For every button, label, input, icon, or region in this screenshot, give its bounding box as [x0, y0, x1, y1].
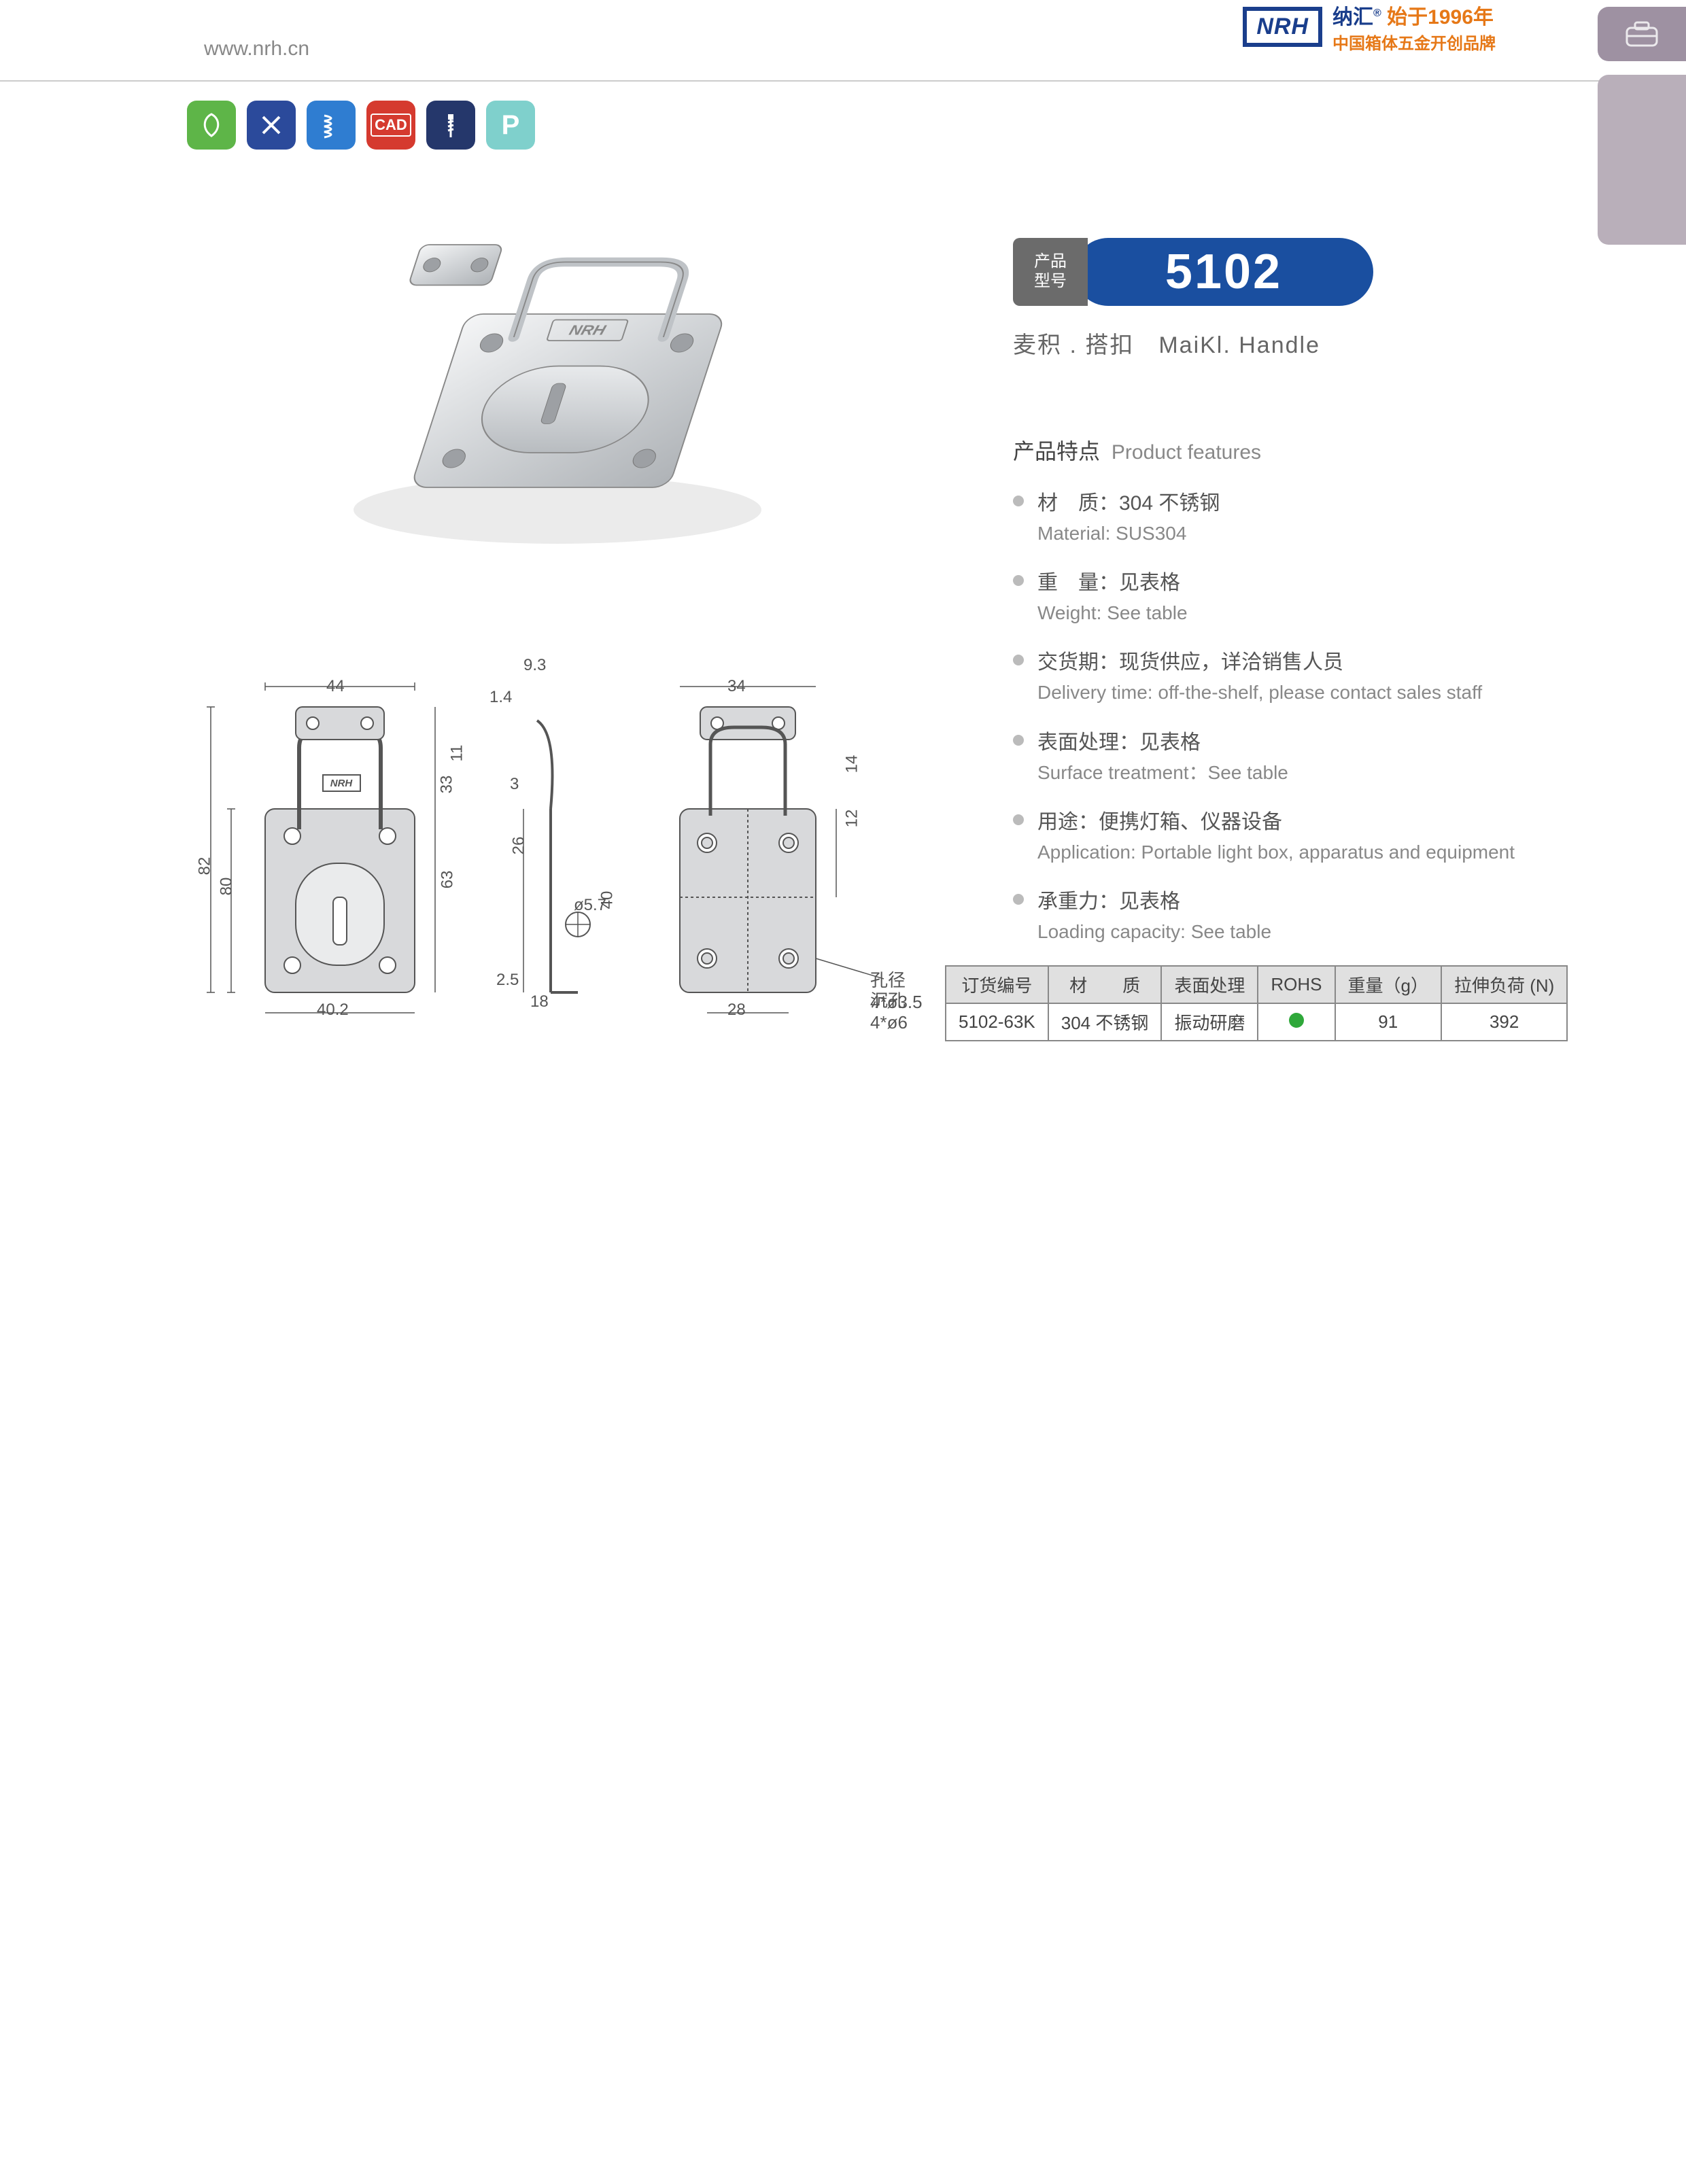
- dim-18: 18: [530, 992, 549, 1011]
- cell-surface: 振动研磨: [1161, 1003, 1258, 1041]
- dim-26: 26: [509, 837, 528, 855]
- screw-icon[interactable]: [426, 101, 475, 150]
- dim-11: 11: [447, 745, 466, 762]
- feature-item: 交货期：现货供应，详洽销售人员 Delivery time: off-the-s…: [1013, 645, 1530, 706]
- feature-cn: 承重力：见表格: [1037, 884, 1530, 914]
- feature-icon-row: CAD P: [187, 101, 535, 150]
- table-header: 重量（g）: [1335, 966, 1441, 1003]
- feature-item: 承重力：见表格 Loading capacity: See table: [1013, 884, 1530, 945]
- brand-tagline: 中国箱体五金开创品牌: [1332, 30, 1496, 54]
- logo-icon: NRH: [1243, 7, 1322, 47]
- side-tab-1[interactable]: [1598, 7, 1686, 61]
- dim-93: 9.3: [523, 656, 546, 675]
- side-tabs: [1598, 7, 1686, 258]
- dim-3: 3: [510, 775, 519, 794]
- dim-402: 40.2: [317, 1001, 349, 1020]
- feature-cn: 重 量：见表格: [1037, 566, 1530, 595]
- feature-list: 材 质：304 不锈钢 Material: SUS304 重 量：见表格 Weig…: [1013, 486, 1530, 945]
- cell-load: 392: [1441, 1003, 1567, 1041]
- dim-80: 80: [217, 878, 236, 896]
- dim-57: ø5.7: [574, 896, 606, 915]
- model-row: 产品 型号 5102: [1013, 238, 1530, 306]
- dim-14: 1.4: [489, 688, 512, 707]
- feature-item: 材 质：304 不锈钢 Material: SUS304: [1013, 486, 1530, 547]
- svg-text:NRH: NRH: [330, 778, 354, 789]
- feature-item: 用途：便携灯箱、仪器设备 Application: Portable light…: [1013, 805, 1530, 865]
- dim-12: 12: [842, 810, 861, 828]
- p-icon[interactable]: P: [486, 101, 535, 150]
- feature-item: 表面处理：见表格 Surface treatment：See table: [1013, 725, 1530, 786]
- feature-item: 重 量：见表格 Weight: See table: [1013, 566, 1530, 626]
- model-number: 5102: [1074, 238, 1373, 306]
- eco-icon[interactable]: [187, 101, 236, 150]
- cell-material: 304 不锈钢: [1048, 1003, 1162, 1041]
- features-title: 产品特点 Product features: [1013, 434, 1530, 466]
- svg-text:NRH: NRH: [567, 322, 608, 338]
- dim-63: 63: [438, 871, 457, 889]
- dim-44: 44: [326, 677, 345, 696]
- dim-82: 82: [195, 857, 214, 876]
- cell-weight: 91: [1335, 1003, 1441, 1041]
- feature-en: Loading capacity: See table: [1037, 918, 1530, 945]
- feature-en: Material: SUS304: [1037, 520, 1530, 547]
- feature-en: Application: Portable light box, apparat…: [1037, 839, 1530, 865]
- feature-cn: 材 质：304 不锈钢: [1037, 486, 1530, 516]
- spec-table: 订货编号材 质表面处理ROHS重量（g）拉伸负荷 (N) 5102-63K 30…: [945, 965, 1568, 1041]
- feature-cn: 用途：便携灯箱、仪器设备: [1037, 805, 1530, 835]
- table-header: 材 质: [1048, 966, 1162, 1003]
- table-header: 订货编号: [946, 966, 1048, 1003]
- hole-note-2: 沉孔 4*ø6: [870, 987, 938, 1033]
- feature-cn: 交货期：现货供应，详洽销售人员: [1037, 645, 1530, 675]
- product-photo: NRH: [258, 204, 816, 585]
- feature-en: Weight: See table: [1037, 600, 1530, 626]
- feature-en: Surface treatment：See table: [1037, 759, 1530, 786]
- logo-block: NRH 纳汇® 始于1996年 中国箱体五金开创品牌: [1243, 0, 1496, 54]
- model-tag: 产品 型号: [1013, 238, 1088, 306]
- tools-icon[interactable]: [247, 101, 296, 150]
- model-subtitle: 麦积 . 搭扣 MaiKl. Handle: [1013, 326, 1530, 360]
- table-header: 拉伸负荷 (N): [1441, 966, 1567, 1003]
- dim-33: 33: [437, 776, 456, 794]
- dim-34: 34: [727, 677, 746, 696]
- table-header: ROHS: [1258, 966, 1335, 1003]
- page-header: www.nrh.cn NRH 纳汇® 始于1996年 中国箱体五金开创品牌: [0, 0, 1686, 82]
- feature-cn: 表面处理：见表格: [1037, 725, 1530, 755]
- dim-25: 2.5: [496, 971, 519, 990]
- cad-icon[interactable]: CAD: [366, 101, 415, 150]
- feature-en: Delivery time: off-the-shelf, please con…: [1037, 679, 1530, 706]
- table-header: 表面处理: [1161, 966, 1258, 1003]
- cell-code: 5102-63K: [946, 1003, 1048, 1041]
- technical-drawing: NRH: [190, 653, 938, 1033]
- spring-icon[interactable]: [307, 101, 356, 150]
- site-url: www.nrh.cn: [204, 37, 309, 60]
- side-tab-2[interactable]: [1598, 75, 1686, 245]
- dim-28: 28: [727, 1001, 746, 1020]
- rohs-dot-icon: [1289, 1013, 1304, 1028]
- dim-14b: 14: [842, 755, 861, 774]
- brand-line1: 纳汇® 始于1996年: [1332, 0, 1496, 30]
- info-panel: 产品 型号 5102 麦积 . 搭扣 MaiKl. Handle 产品特点 Pr…: [1013, 238, 1530, 964]
- table-row: 5102-63K 304 不锈钢 振动研磨 91 392: [946, 1003, 1567, 1041]
- cell-rohs: [1258, 1003, 1335, 1041]
